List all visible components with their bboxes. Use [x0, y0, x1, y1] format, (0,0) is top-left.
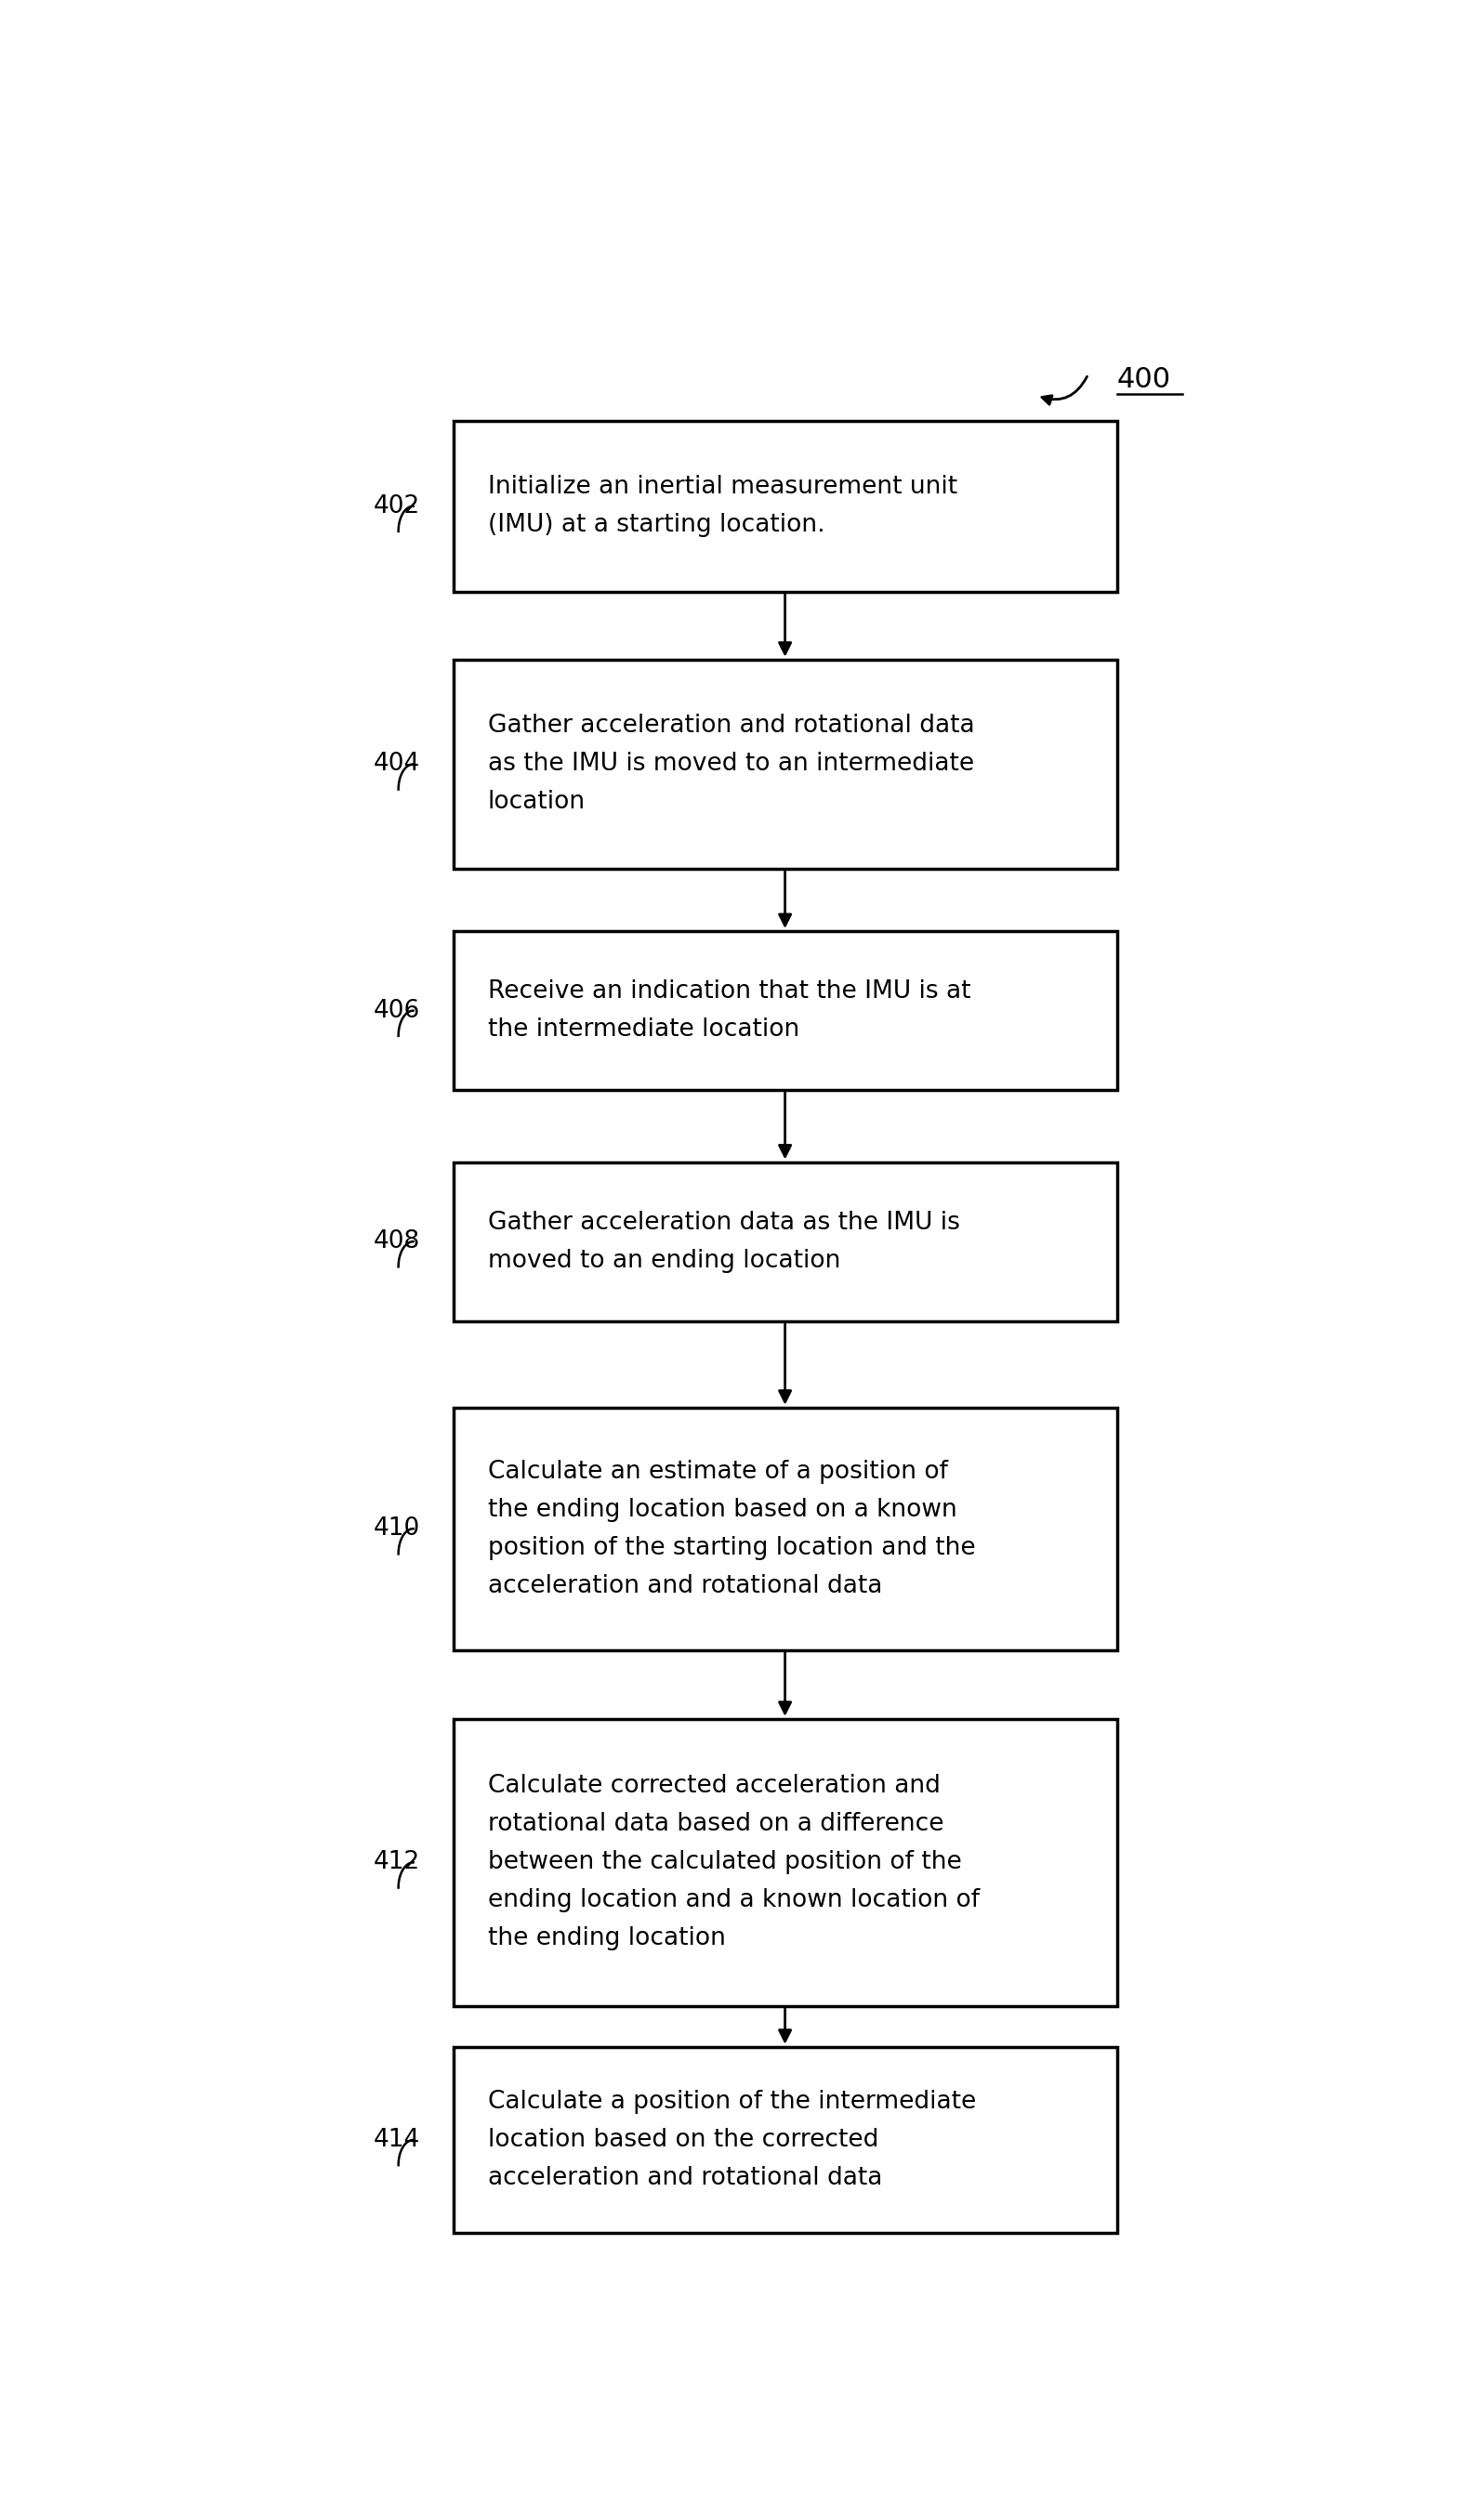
Text: Receive an indication that the IMU is at
the intermediate location: Receive an indication that the IMU is at… [487, 980, 971, 1041]
Text: 412: 412 [373, 1850, 421, 1875]
FancyBboxPatch shape [453, 1719, 1117, 2006]
Text: Gather acceleration data as the IMU is
moved to an ending location: Gather acceleration data as the IMU is m… [487, 1210, 959, 1273]
Text: 400: 400 [1117, 365, 1170, 393]
Text: 410: 410 [373, 1517, 421, 1540]
FancyBboxPatch shape [453, 660, 1117, 869]
FancyBboxPatch shape [453, 930, 1117, 1091]
FancyBboxPatch shape [453, 1409, 1117, 1651]
Text: 404: 404 [373, 751, 421, 776]
Text: Calculate a position of the intermediate
location based on the corrected
acceler: Calculate a position of the intermediate… [487, 2089, 976, 2190]
Text: 414: 414 [373, 2127, 421, 2152]
Text: Gather acceleration and rotational data
as the IMU is moved to an intermediate
l: Gather acceleration and rotational data … [487, 713, 974, 814]
Text: Initialize an inertial measurement unit
(IMU) at a starting location.: Initialize an inertial measurement unit … [487, 474, 956, 537]
Text: 408: 408 [373, 1230, 421, 1252]
Text: 402: 402 [373, 494, 421, 519]
FancyBboxPatch shape [453, 2046, 1117, 2233]
Text: Calculate corrected acceleration and
rotational data based on a difference
betwe: Calculate corrected acceleration and rot… [487, 1774, 980, 1950]
Text: Calculate an estimate of a position of
the ending location based on a known
posi: Calculate an estimate of a position of t… [487, 1459, 976, 1598]
Text: 406: 406 [373, 998, 421, 1023]
FancyBboxPatch shape [453, 1162, 1117, 1320]
FancyBboxPatch shape [453, 421, 1117, 592]
